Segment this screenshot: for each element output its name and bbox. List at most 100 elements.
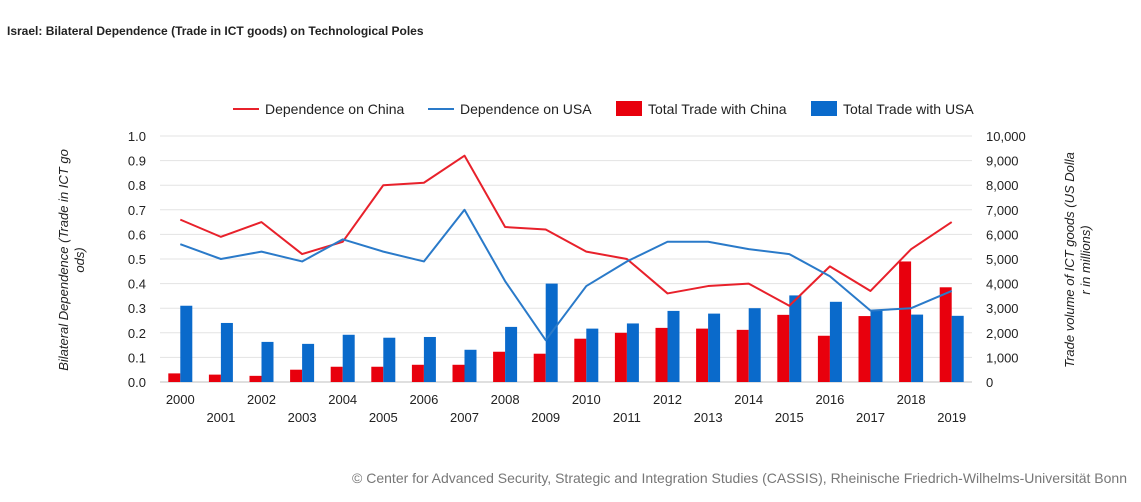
bar-total-trade-with-china [452, 364, 465, 382]
right-tick-label: 9,000 [986, 154, 1019, 169]
right-tick-label: 5,000 [986, 252, 1019, 267]
bar-total-trade-with-china [208, 374, 221, 382]
legend-label: Total Trade with China [648, 101, 787, 117]
x-tick-label: 2004 [328, 392, 357, 407]
legend-label: Dependence on USA [460, 101, 592, 117]
x-tick-label: 2014 [734, 392, 763, 407]
grid-lines [160, 135, 972, 383]
left-tick-label: 0.1 [128, 350, 146, 365]
legend: Dependence on China Dependence on USA Tota… [233, 101, 974, 117]
x-tick-label: 2019 [937, 410, 966, 425]
left-tick-label: 0.9 [128, 154, 146, 169]
bar-total-trade-with-china [411, 364, 424, 382]
legend-item: Dependence on China [233, 101, 405, 117]
right-tick-label: 10,000 [986, 129, 1026, 144]
chart-title: Israel: Bilateral Dependence (Trade in I… [7, 24, 424, 38]
series-lines [179, 154, 953, 342]
bar-total-trade-with-china [168, 373, 181, 382]
copyright-credit: © Center for Advanced Security, Strategi… [352, 470, 1127, 486]
bar-total-trade-with-usa [829, 301, 842, 382]
bar-total-trade-with-china [817, 335, 830, 382]
bar-total-trade-with-usa [951, 315, 964, 382]
right-tick-label: 6,000 [986, 227, 1019, 242]
line-dependence-on-usa [179, 208, 953, 342]
right-tick-label: 1,000 [986, 350, 1019, 365]
legend-swatch [811, 101, 837, 116]
legend-item: Total Trade with China [616, 101, 787, 117]
x-tick-label: 2013 [694, 410, 723, 425]
x-tick-label: 2017 [856, 410, 885, 425]
left-tick-label: 1.0 [128, 129, 146, 144]
x-tick-label: 2012 [653, 392, 682, 407]
x-tick-label: 2002 [247, 392, 276, 407]
bar-total-trade-with-usa [505, 326, 518, 382]
bar-total-trade-with-usa [220, 322, 233, 382]
x-tick-label: 2011 [613, 410, 641, 425]
bar-total-trade-with-china [533, 353, 546, 382]
bar-total-trade-with-china [736, 329, 749, 382]
right-axis-label: Trade volume of ICT goods (US Dollar in … [1062, 152, 1093, 368]
left-axis-ticks: 0.0 0.1 0.2 0.3 0.4 0.5 0.6 0.7 0.8 0.9 1.0 [128, 129, 146, 390]
bar-total-trade-with-usa [342, 334, 355, 382]
left-tick-label: 0.2 [128, 326, 146, 341]
bar-total-trade-with-china [330, 366, 343, 382]
x-tick-label: 2015 [775, 410, 804, 425]
right-tick-label: 0 [986, 375, 993, 390]
x-tick-label: 2010 [572, 392, 601, 407]
left-tick-label: 0.3 [128, 301, 146, 316]
legend-swatch [616, 101, 642, 116]
bars [168, 261, 964, 382]
left-axis-label: Bilateral Dependence (Trade in ICT goods… [56, 149, 87, 371]
right-axis-ticks: 0 1,000 2,000 3,000 4,000 5,000 6,000 7,000 8,00… [986, 129, 1026, 390]
bar-total-trade-with-china [574, 338, 587, 382]
right-tick-label: 2,000 [986, 326, 1019, 341]
bar-total-trade-with-usa [911, 314, 924, 382]
bar-total-trade-with-china [614, 332, 627, 382]
x-tick-label: 2009 [531, 410, 560, 425]
bar-total-trade-with-china [696, 328, 709, 382]
legend-item: Total Trade with USA [811, 101, 974, 117]
left-tick-label: 0.5 [128, 252, 146, 267]
bar-total-trade-with-china [249, 375, 262, 382]
left-tick-label: 0.4 [128, 277, 146, 292]
legend-label: Total Trade with USA [843, 101, 974, 117]
bar-total-trade-with-china [899, 261, 912, 382]
right-tick-label: 8,000 [986, 178, 1019, 193]
bar-total-trade-with-usa [789, 295, 802, 382]
bar-total-trade-with-china [858, 316, 871, 382]
bar-total-trade-with-usa [748, 308, 761, 382]
bar-total-trade-with-usa [180, 305, 193, 382]
x-tick-label: 2000 [166, 392, 195, 407]
x-tick-label: 2001 [206, 410, 235, 425]
left-tick-label: 0.8 [128, 178, 146, 193]
x-tick-label: 2006 [409, 392, 438, 407]
bar-total-trade-with-china [290, 369, 303, 382]
x-tick-label: 2007 [450, 410, 479, 425]
bar-total-trade-with-china [493, 351, 506, 382]
x-tick-label: 2005 [369, 410, 398, 425]
bar-total-trade-with-usa [261, 341, 274, 382]
bar-total-trade-with-china [655, 327, 668, 382]
x-axis-ticks: 2000 2001 2002 2003 2004 2005 2006 2007 2008 2009… [166, 392, 966, 425]
bar-total-trade-with-china [939, 287, 952, 382]
bar-total-trade-with-usa [870, 310, 883, 382]
bar-total-trade-with-usa [464, 349, 477, 382]
x-tick-label: 2016 [815, 392, 844, 407]
bar-total-trade-with-usa [586, 328, 599, 382]
x-tick-label: 2008 [491, 392, 520, 407]
bar-total-trade-with-usa [708, 313, 721, 382]
bar-total-trade-with-usa [667, 310, 680, 382]
bar-total-trade-with-usa [302, 343, 315, 382]
left-tick-label: 0.7 [128, 203, 146, 218]
bar-total-trade-with-china [371, 366, 384, 382]
bar-total-trade-with-china [777, 314, 790, 382]
left-tick-label: 0.6 [128, 227, 146, 242]
bar-total-trade-with-usa [626, 323, 639, 382]
right-tick-label: 4,000 [986, 277, 1019, 292]
x-tick-label: 2003 [288, 410, 317, 425]
x-tick-label: 2018 [897, 392, 926, 407]
left-tick-label: 0.0 [128, 375, 146, 390]
bar-total-trade-with-usa [383, 337, 396, 382]
right-tick-label: 7,000 [986, 203, 1019, 218]
